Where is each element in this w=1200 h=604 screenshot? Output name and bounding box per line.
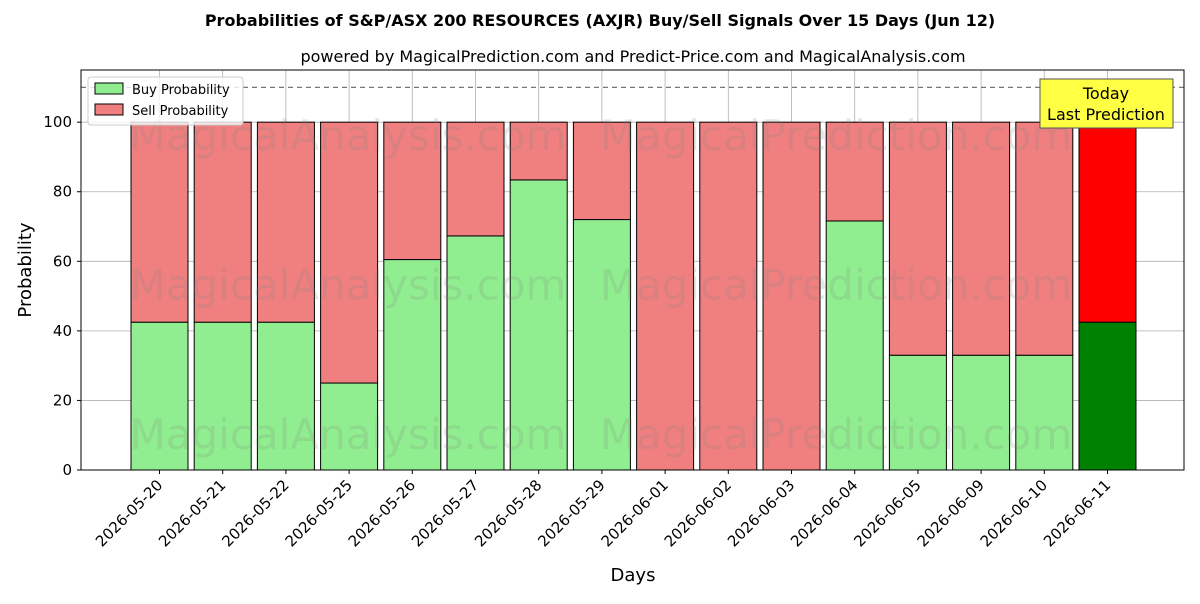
sell-bar: [383, 121, 442, 261]
x-ticks: 2026-05-202026-05-212026-05-222026-05-25…: [92, 470, 1114, 550]
x-axis-label: Days: [611, 565, 656, 586]
x-tick-label: 2026-05-28: [471, 476, 545, 550]
sell-bar: [699, 121, 758, 471]
x-tick-label: 2026-05-20: [92, 476, 166, 550]
x-tick-label: 2026-06-11: [1040, 476, 1114, 550]
buy-bar: [320, 382, 379, 471]
watermark-text: MagicalAnalysis.com: [130, 261, 567, 310]
today-annotation: Today Last Prediction: [1039, 78, 1174, 129]
buy-bar: [952, 354, 1011, 471]
buy-bar: [446, 235, 505, 471]
annotation-box: [1039, 78, 1174, 129]
buy-bar: [888, 354, 947, 471]
sell-bar: [509, 121, 568, 181]
x-tick-label: 2026-05-25: [282, 476, 356, 550]
x-tick-label: 2026-05-22: [218, 476, 292, 550]
sell-bar: [762, 121, 821, 471]
plot-frame: [80, 69, 1185, 471]
legend: Buy Probability Sell Probability: [87, 76, 244, 126]
y-tick-label: 0: [62, 461, 72, 479]
sell-bar: [320, 121, 379, 384]
sell-bar: [952, 121, 1011, 356]
buy-bar: [256, 321, 315, 471]
watermark-text: MagicalPrediction.com: [600, 261, 1073, 310]
x-tick-label: 2026-05-29: [534, 476, 608, 550]
x-tick-label: 2026-06-03: [724, 476, 798, 550]
buy-bar: [572, 219, 631, 471]
chart-subtitle: powered by MagicalPrediction.com and Pre…: [300, 47, 965, 66]
buy-bar: [825, 220, 884, 471]
x-tick-label: 2026-05-21: [155, 476, 229, 550]
x-tick-label: 2026-06-01: [598, 476, 672, 550]
legend-swatch-buy: [94, 82, 124, 95]
sell-bar: [888, 121, 947, 356]
buy-bar: [193, 321, 252, 471]
annotation-line-2: Last Prediction: [1047, 105, 1165, 124]
sell-bar: [256, 121, 315, 323]
y-tick-label: 80: [53, 183, 72, 201]
chart-title: Probabilities of S&P/ASX 200 RESOURCES (…: [205, 11, 995, 30]
sell-bar: [130, 121, 189, 323]
legend-box: [87, 76, 244, 126]
sell-bar: [636, 121, 695, 471]
sell-bar: [1078, 121, 1137, 323]
y-axis-label: Probability: [15, 222, 36, 317]
buy-bar: [509, 179, 568, 471]
y-ticks: 0 20 40 60 80 100: [43, 113, 81, 479]
buy-bar: [1015, 354, 1074, 471]
y-tick-label: 40: [53, 322, 72, 340]
y-tick-label: 60: [53, 252, 72, 270]
y-tick-label: 20: [53, 391, 72, 409]
x-tick-label: 2026-06-04: [787, 476, 861, 550]
y-tick-label: 100: [43, 113, 72, 131]
sell-bar: [446, 121, 505, 237]
watermark-text: MagicalAnalysis.com: [130, 410, 567, 459]
x-tick-label: 2026-06-10: [977, 476, 1051, 550]
x-tick-label: 2026-06-02: [661, 476, 735, 550]
buy-bar: [383, 259, 442, 471]
legend-swatch-sell: [94, 103, 124, 116]
x-tick-label: 2026-06-05: [850, 476, 924, 550]
x-tick-label: 2026-06-09: [914, 476, 988, 550]
x-tick-label: 2026-05-27: [408, 476, 482, 550]
watermark-text: MagicalPrediction.com: [600, 410, 1073, 459]
bars-layer: [130, 121, 1137, 471]
legend-label-sell: Sell Probability: [132, 104, 229, 119]
x-tick-label: 2026-05-26: [345, 476, 419, 550]
sell-bar: [825, 121, 884, 222]
sell-bar: [572, 121, 631, 221]
buy-bar: [1078, 321, 1137, 471]
annotation-line-1: Today: [1082, 84, 1129, 103]
watermark-text: MagicalPrediction.com: [600, 111, 1073, 160]
legend-label-buy: Buy Probability: [132, 83, 230, 98]
